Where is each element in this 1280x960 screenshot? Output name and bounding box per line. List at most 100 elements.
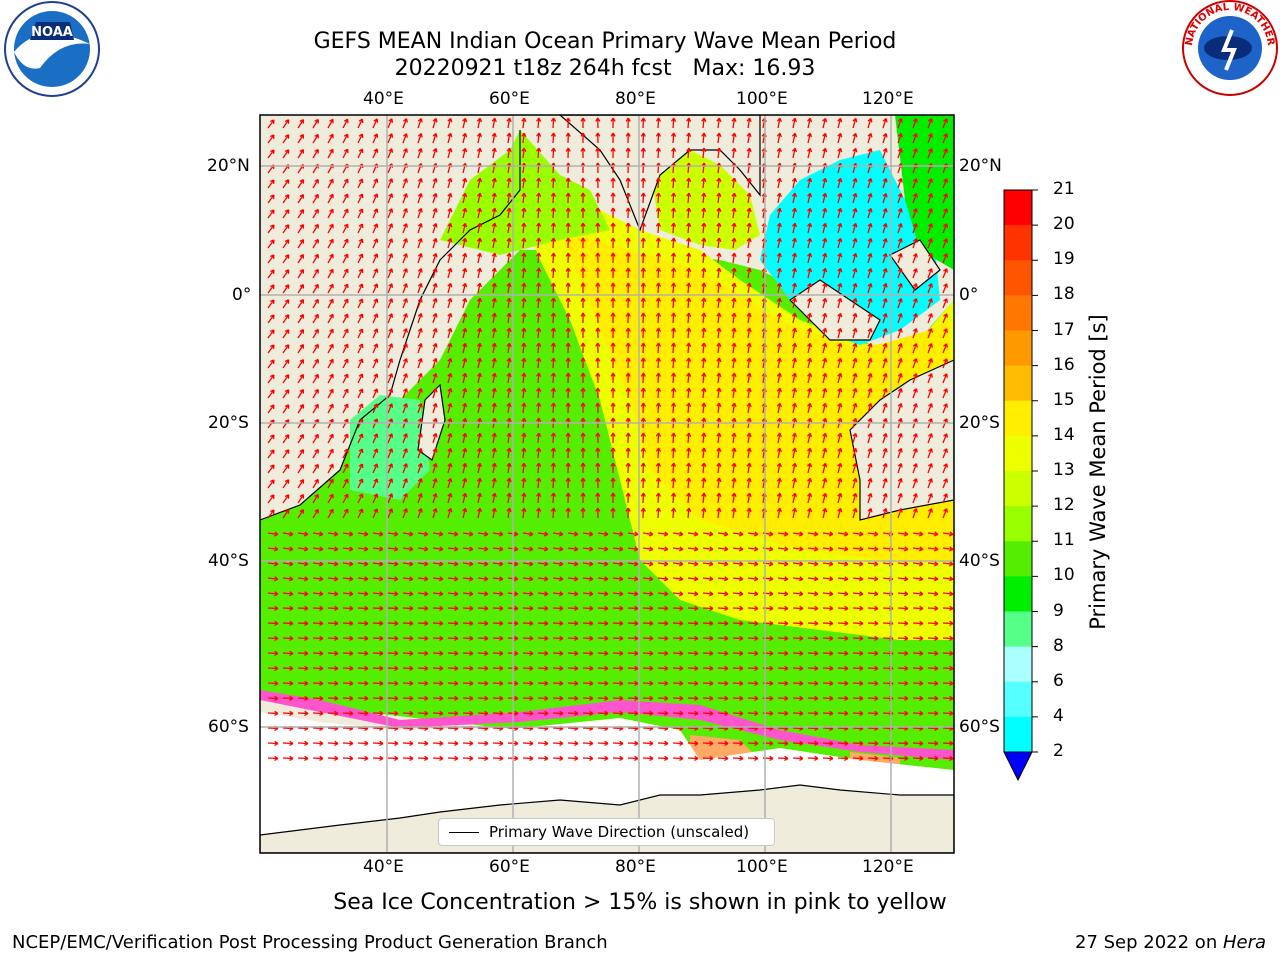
wave-direction-arrow — [462, 357, 468, 369]
wave-direction-arrow — [267, 591, 279, 597]
wave-direction-arrow — [342, 118, 349, 129]
wave-direction-arrow — [672, 635, 684, 641]
wave-direction-arrow — [387, 148, 394, 159]
wave-direction-arrow — [387, 283, 394, 294]
wave-direction-arrow — [595, 342, 601, 354]
wave-direction-arrow — [521, 387, 527, 399]
wave-direction-arrows — [267, 117, 954, 761]
wave-direction-arrow — [791, 267, 798, 279]
wave-direction-arrow — [777, 561, 789, 567]
wave-direction-arrow — [327, 178, 334, 189]
wave-direction-arrow — [550, 222, 557, 234]
wave-direction-arrow — [670, 177, 677, 189]
wave-direction-arrow — [686, 147, 692, 159]
wave-direction-arrow — [791, 282, 798, 294]
wave-direction-arrow — [716, 357, 722, 369]
wave-direction-arrow — [402, 605, 414, 611]
wave-direction-arrow — [625, 462, 631, 474]
wave-direction-arrow — [927, 148, 933, 159]
colorbar-tick-label: 2 — [1053, 741, 1064, 761]
wave-direction-arrow — [701, 312, 707, 324]
wave-direction-arrow — [327, 253, 334, 264]
wave-direction-arrow — [867, 192, 873, 204]
wave-direction-arrow — [582, 546, 594, 552]
wave-direction-arrow — [701, 117, 707, 129]
wave-direction-arrow — [687, 635, 699, 641]
wave-direction-arrow — [476, 117, 483, 129]
wave-direction-arrow — [867, 207, 873, 219]
wave-direction-arrow — [536, 207, 542, 219]
wave-direction-arrow — [552, 620, 564, 626]
wave-direction-arrow — [506, 312, 512, 324]
wave-direction-arrow — [282, 620, 294, 626]
wave-direction-arrow — [537, 620, 549, 626]
wave-direction-arrow — [927, 358, 933, 369]
wave-direction-arrow — [595, 462, 601, 474]
wave-direction-arrow — [327, 508, 334, 519]
wave-direction-arrow — [267, 434, 275, 444]
wave-direction-arrow — [282, 284, 290, 294]
wave-direction-arrow — [387, 268, 394, 279]
wave-direction-arrow — [595, 312, 601, 324]
wave-direction-arrow — [807, 576, 819, 582]
wave-direction-arrow — [625, 492, 631, 504]
wave-direction-arrow — [387, 223, 394, 234]
wave-direction-arrow — [912, 328, 918, 339]
wave-direction-arrow — [312, 253, 319, 264]
wave-direction-arrow — [387, 388, 394, 399]
wave-direction-arrow — [536, 192, 542, 204]
wave-direction-arrow — [897, 178, 903, 189]
wave-direction-arrow — [610, 372, 616, 384]
wave-direction-arrow — [776, 267, 782, 279]
wave-direction-arrow — [357, 463, 364, 474]
wave-direction-arrow — [732, 576, 744, 582]
wave-direction-arrow — [716, 237, 722, 249]
wave-direction-arrow — [701, 237, 707, 249]
wave-direction-arrow — [687, 605, 699, 611]
wave-direction-arrow — [640, 507, 646, 519]
wave-direction-arrow — [702, 605, 714, 611]
wave-direction-arrow — [342, 208, 349, 219]
wave-direction-arrow — [731, 372, 737, 384]
wave-direction-arrow — [565, 267, 571, 279]
wave-direction-arrow — [657, 620, 669, 626]
map-title: GEFS MEAN Indian Ocean Primary Wave Mean… — [313, 29, 897, 54]
wave-direction-arrow — [536, 447, 542, 459]
wave-direction-arrow — [492, 605, 504, 611]
wave-direction-arrow — [731, 282, 737, 294]
wave-direction-arrow — [432, 620, 444, 626]
wave-direction-arrow — [792, 605, 804, 611]
wave-direction-arrow — [687, 561, 699, 567]
wave-direction-arrow — [580, 117, 586, 129]
wave-direction-arrow — [595, 492, 601, 504]
wave-direction-arrow — [267, 224, 275, 234]
wave-direction-arrow — [686, 447, 692, 459]
wave-direction-arrow — [402, 208, 408, 219]
wave-direction-arrow — [387, 448, 394, 459]
wave-direction-arrow — [432, 222, 438, 234]
wave-direction-arrow — [402, 373, 408, 384]
wave-direction-arrow — [312, 268, 319, 279]
wave-direction-arrow — [746, 432, 752, 444]
wave-direction-arrow — [506, 282, 512, 294]
wave-direction-arrow — [672, 561, 684, 567]
wave-direction-arrow — [372, 133, 379, 144]
wave-direction-arrow — [522, 605, 534, 611]
wave-direction-arrow — [837, 282, 843, 294]
wave-direction-arrow — [655, 447, 662, 459]
wave-direction-arrow — [372, 531, 384, 537]
wave-direction-arrow — [882, 178, 888, 189]
wave-direction-arrow — [927, 223, 933, 234]
wave-direction-arrow — [655, 297, 662, 309]
wave-direction-arrow — [327, 238, 334, 249]
wave-direction-arrow — [912, 373, 918, 384]
ocean-field-pacific-edge — [895, 115, 954, 270]
wave-direction-arrow — [447, 252, 453, 264]
wave-direction-arrow — [791, 192, 798, 204]
wave-direction-arrow — [417, 373, 423, 384]
wave-direction-arrow — [580, 177, 586, 189]
wave-direction-arrow — [640, 492, 646, 504]
wave-direction-arrow — [610, 447, 616, 459]
wave-direction-arrow — [297, 314, 305, 324]
wave-direction-arrow — [746, 327, 752, 339]
